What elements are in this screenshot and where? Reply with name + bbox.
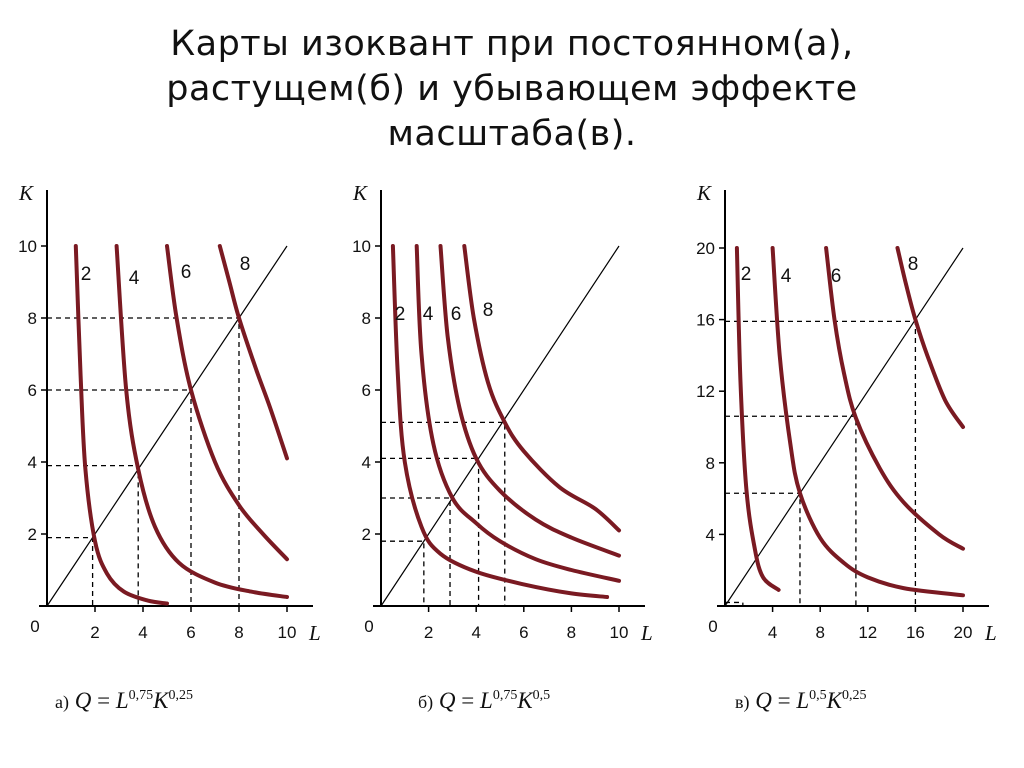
x-tick-label: 4 <box>138 623 147 642</box>
y-tick-label: 10 <box>18 237 37 256</box>
formula-q: Q <box>755 688 772 713</box>
x-tick-label: 8 <box>815 623 824 642</box>
y-tick-label: 2 <box>362 525 371 544</box>
isoquant-chart-constant-returns: K L 0 2 4 6 8 10 2 4 6 8 10 2 4 6 8 <box>18 181 321 645</box>
y-tick-label: 6 <box>362 381 371 400</box>
y-axis-label: K <box>18 181 34 205</box>
formula-exp-l: 0,75 <box>128 688 154 703</box>
x-tick-label: 10 <box>610 623 629 642</box>
isoquant-label: 8 <box>240 254 251 275</box>
isoquant-curve-2 <box>73 244 169 606</box>
formula-base-k: K <box>517 688 533 713</box>
formula-base-k: K <box>153 688 169 713</box>
isoquant-curve-6 <box>165 244 289 562</box>
formula-eq: = <box>461 688 475 713</box>
isoquant-label: 2 <box>741 264 752 285</box>
origin-label: 0 <box>708 617 717 636</box>
isoquant-label: 6 <box>451 304 462 325</box>
x-axis-label: L <box>984 621 997 645</box>
formula-eq: = <box>777 688 791 713</box>
isoquant-label: 2 <box>395 304 406 325</box>
x-tick-label: 20 <box>954 623 973 642</box>
isoquant-curve-4 <box>114 244 289 599</box>
x-tick-label: 2 <box>424 623 433 642</box>
y-tick-label: 10 <box>352 237 371 256</box>
formula-exp-l: 0,75 <box>492 688 518 703</box>
production-function-c: в) Q = L0,5K0,25 <box>735 688 867 714</box>
y-tick-label: 6 <box>28 381 37 400</box>
formula-exp-k: 0,25 <box>168 688 193 703</box>
slide-title: Карты изоквант при постоянном(а), растущ… <box>0 22 1024 157</box>
isoquant-label: 4 <box>129 268 140 289</box>
isoquant-label: 6 <box>181 262 192 283</box>
x-tick-label: 16 <box>906 623 925 642</box>
x-tick-label: 8 <box>567 623 576 642</box>
y-tick-label: 16 <box>696 311 715 330</box>
x-axis-label: L <box>308 621 321 645</box>
y-tick-label: 8 <box>706 454 715 473</box>
isoquant-label: 4 <box>781 266 792 287</box>
formula-prefix: б) <box>418 692 434 712</box>
formula-exp-k: 0,5 <box>532 688 551 703</box>
y-tick-label: 4 <box>706 525 715 544</box>
x-tick-label: 6 <box>519 623 528 642</box>
isoquant-curve-2 <box>390 244 610 599</box>
isoquant-label: 8 <box>908 254 919 275</box>
x-tick-label: 8 <box>234 623 243 642</box>
x-tick-label: 10 <box>278 623 297 642</box>
isoquant-curve-8 <box>895 246 965 429</box>
x-axis-label: L <box>640 621 653 645</box>
expansion-ray <box>380 245 620 607</box>
isoquant-curve-2 <box>734 246 781 592</box>
isoquant-curve-6 <box>438 244 621 558</box>
x-tick-label: 4 <box>768 623 777 642</box>
title-line: растущем(б) и убывающем эффекте <box>166 69 858 109</box>
isoquant-label: 6 <box>831 266 842 287</box>
origin-label: 0 <box>364 617 373 636</box>
reference-dashed-line <box>725 601 744 606</box>
formula-exp-l: 0,5 <box>809 688 827 703</box>
y-tick-label: 20 <box>696 239 715 258</box>
y-tick-label: 2 <box>28 525 37 544</box>
x-tick-label: 6 <box>186 623 195 642</box>
isoquant-curve-4 <box>770 246 965 598</box>
formula-eq: = <box>97 688 111 713</box>
formula-exp-k: 0,25 <box>842 688 867 703</box>
isoquant-curve-4 <box>414 244 621 583</box>
y-tick-label: 4 <box>28 453 37 472</box>
isoquant-curve-8 <box>462 244 621 533</box>
isoquant-curve-8 <box>217 244 289 461</box>
title-line: масштаба(в). <box>387 114 637 154</box>
production-function-a: а) Q = L0,75K0,25 <box>55 688 193 714</box>
y-tick-label: 8 <box>28 309 37 328</box>
formula-prefix: в) <box>735 692 750 712</box>
x-tick-label: 2 <box>90 623 99 642</box>
expansion-ray <box>724 247 964 607</box>
isoquant-label: 2 <box>81 264 92 285</box>
y-axis-label: K <box>696 181 712 205</box>
formula-q: Q <box>74 688 92 713</box>
isoquant-label: 4 <box>423 304 434 325</box>
formula-base-l: L <box>115 688 129 713</box>
formula-prefix: а) <box>55 692 69 712</box>
formula-q: Q <box>438 688 456 713</box>
x-tick-label: 4 <box>471 623 480 642</box>
y-tick-label: 8 <box>362 309 371 328</box>
y-axis-label: K <box>352 181 368 205</box>
production-function-b: б) Q = L0,75K0,5 <box>418 688 550 714</box>
y-tick-label: 12 <box>696 382 715 401</box>
y-tick-label: 4 <box>362 453 371 472</box>
isoquant-curve-6 <box>824 246 965 551</box>
title-line: Карты изоквант при постоянном(а), <box>170 24 854 64</box>
formula-base-l: L <box>480 688 493 713</box>
formula-base-k: K <box>826 688 842 713</box>
expansion-ray <box>46 245 288 607</box>
formula-base-l: L <box>796 688 810 713</box>
isoquant-label: 8 <box>483 300 494 321</box>
x-tick-label: 12 <box>858 623 877 642</box>
origin-label: 0 <box>30 617 39 636</box>
